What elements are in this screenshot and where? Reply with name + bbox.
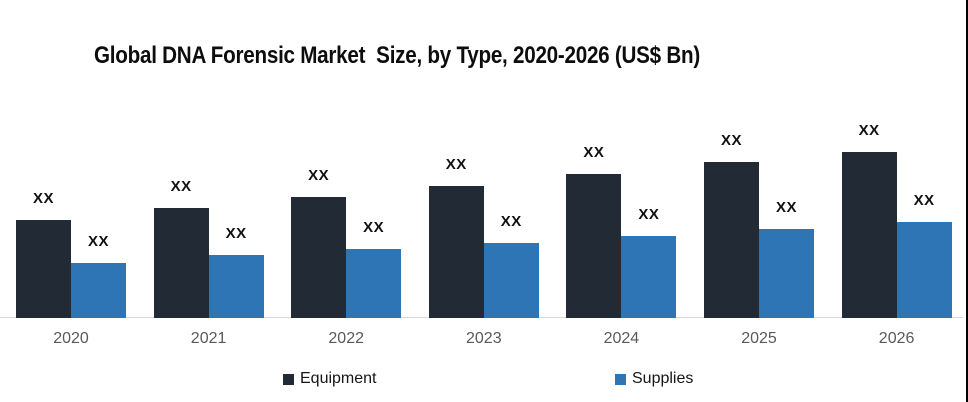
supplies-bar-label-2023: XX bbox=[500, 213, 522, 230]
equipment-bar-2020 bbox=[16, 220, 71, 318]
legend: Equipment Supplies bbox=[0, 370, 966, 392]
right-border-line bbox=[966, 0, 968, 402]
legend-item-equipment: Equipment bbox=[283, 370, 377, 388]
equipment-bar-2026 bbox=[841, 152, 897, 318]
x-tick-2020: 2020 bbox=[53, 330, 89, 347]
supplies-bar-label-2021: XX bbox=[225, 225, 247, 242]
supplies-legend-swatch-icon bbox=[615, 373, 626, 385]
supplies-bar-label-2020: XX bbox=[87, 233, 109, 250]
x-tick-2022: 2022 bbox=[328, 330, 364, 347]
equipment-bar-label-2020: XX bbox=[32, 190, 54, 207]
x-tick-2026: 2026 bbox=[878, 330, 915, 347]
legend-item-supplies: Supplies bbox=[615, 370, 693, 388]
equipment-legend-swatch-icon bbox=[283, 373, 294, 385]
equipment-bar-2024 bbox=[566, 174, 622, 318]
equipment-bar-label-2021: XX bbox=[170, 178, 192, 195]
x-tick-2025: 2025 bbox=[741, 330, 777, 347]
x-tick-2021: 2021 bbox=[190, 330, 227, 347]
equipment-bar-label-2025: XX bbox=[720, 132, 742, 149]
x-tick-2023: 2023 bbox=[466, 330, 502, 347]
chart-title: Global DNA Forensic Market Size, by Type… bbox=[94, 42, 700, 69]
supplies-bar-label-2026: XX bbox=[913, 192, 935, 209]
x-tick-2024: 2024 bbox=[603, 330, 640, 347]
supplies-bar-2024 bbox=[621, 236, 677, 318]
equipment-bar-label-2024: XX bbox=[583, 144, 605, 161]
supplies-bar-2025 bbox=[759, 229, 814, 318]
equipment-bar-2022 bbox=[291, 197, 347, 318]
equipment-bar-2025 bbox=[704, 162, 759, 318]
supplies-bar-2026 bbox=[896, 222, 952, 318]
supplies-bar-2022 bbox=[346, 249, 402, 318]
equipment-bar-label-2022: XX bbox=[308, 167, 330, 184]
supplies-bar-label-2024: XX bbox=[638, 206, 660, 223]
equipment-bar-2023 bbox=[428, 186, 484, 318]
supplies-bar-2021 bbox=[208, 255, 264, 318]
equipment-bar-label-2023: XX bbox=[445, 156, 467, 173]
supplies-legend-label: Supplies bbox=[632, 370, 694, 387]
supplies-bar-label-2022: XX bbox=[363, 219, 385, 236]
equipment-bar-label-2026: XX bbox=[858, 122, 880, 139]
equipment-bar-2021 bbox=[153, 208, 209, 318]
equipment-legend-label: Equipment bbox=[300, 370, 377, 387]
supplies-bar-2020 bbox=[71, 263, 126, 318]
supplies-bar-2023 bbox=[483, 243, 539, 318]
supplies-bar-label-2025: XX bbox=[775, 199, 797, 216]
